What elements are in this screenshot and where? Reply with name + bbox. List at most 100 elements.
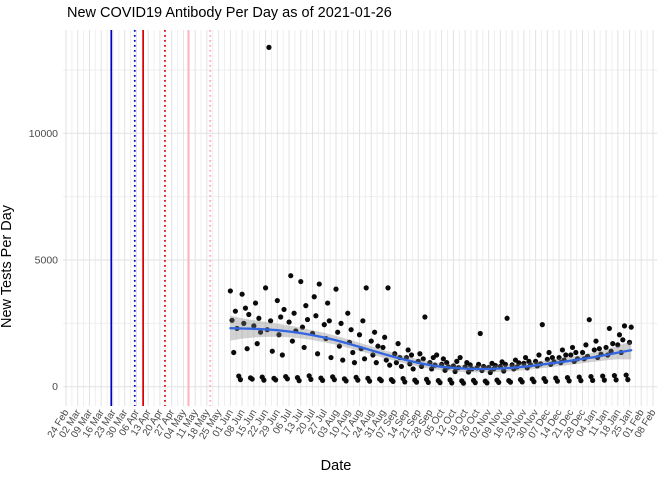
data-point <box>586 317 592 323</box>
data-point <box>311 294 317 300</box>
data-point <box>244 346 250 352</box>
data-point <box>546 349 552 356</box>
data-point <box>437 380 443 386</box>
data-point <box>336 343 342 349</box>
data-point <box>502 361 509 368</box>
data-point <box>296 378 302 384</box>
data-point <box>481 363 487 370</box>
data-point <box>613 377 619 383</box>
data-point <box>355 377 361 383</box>
data-point <box>252 300 259 306</box>
data-point <box>231 349 237 356</box>
data-point <box>254 341 260 347</box>
data-point <box>578 378 584 384</box>
data-point <box>279 352 285 358</box>
data-point <box>410 366 416 372</box>
data-point <box>615 342 621 348</box>
data-point <box>492 362 498 369</box>
data-point <box>554 378 561 384</box>
data-point <box>370 352 376 358</box>
y-tick-labels: 0 5000 10000 <box>29 128 58 393</box>
data-point <box>620 337 626 343</box>
data-point <box>625 377 631 383</box>
data-point <box>385 285 391 291</box>
data-point <box>229 317 235 323</box>
data-point <box>291 310 297 316</box>
data-point <box>507 379 514 385</box>
data-point <box>449 380 455 386</box>
data-point <box>501 368 507 374</box>
data-point <box>484 380 490 386</box>
data-point <box>360 318 366 324</box>
data-point <box>496 379 502 385</box>
smooth-line-group <box>229 327 633 371</box>
data-point <box>326 318 332 324</box>
data-point <box>328 354 334 361</box>
data-point <box>375 343 381 349</box>
data-point <box>408 352 415 358</box>
data-point <box>454 358 460 364</box>
data-point <box>549 354 555 361</box>
data-point <box>417 351 423 357</box>
data-point <box>333 286 339 292</box>
chart-title: New COVID19 Antibody Per Day as of 2021-… <box>67 5 392 21</box>
data-point <box>382 334 388 340</box>
data-point <box>276 332 282 338</box>
data-point <box>288 273 294 279</box>
data-point <box>516 360 522 366</box>
data-point <box>284 376 290 382</box>
data-point <box>366 378 373 384</box>
data-point <box>343 378 349 384</box>
data-point <box>242 305 249 311</box>
data-point <box>380 344 386 351</box>
data-point <box>610 341 616 347</box>
data-point <box>356 332 363 338</box>
y-axis-title: New Tests Per Day <box>0 204 15 328</box>
data-point <box>533 358 539 364</box>
data-point <box>429 366 435 372</box>
data-point <box>348 327 354 333</box>
data-point <box>477 330 483 337</box>
data-point <box>591 347 597 353</box>
data-point <box>569 344 576 351</box>
data-point <box>579 349 586 356</box>
y-tick-label: 0 <box>52 381 58 393</box>
data-point <box>390 378 396 384</box>
data-point <box>286 319 292 325</box>
data-point <box>556 354 562 361</box>
data-point <box>320 377 326 383</box>
data-point <box>608 348 614 354</box>
event-vlines <box>110 30 212 406</box>
data-point <box>387 362 393 368</box>
data-point <box>611 372 618 379</box>
y-tick-label: 10000 <box>29 128 58 140</box>
data-point <box>301 344 307 351</box>
x-axis-title: Date <box>320 458 352 474</box>
data-point <box>392 351 398 357</box>
data-point <box>402 379 408 385</box>
data-point <box>273 377 279 383</box>
y-tick-label: 5000 <box>35 255 59 267</box>
data-point <box>601 377 607 383</box>
data-point <box>583 342 589 348</box>
data-point <box>539 322 545 328</box>
data-point <box>621 323 628 329</box>
data-point <box>340 357 346 363</box>
data-point <box>261 377 267 383</box>
data-point <box>338 320 344 326</box>
data-point <box>278 314 284 320</box>
data-point <box>566 378 572 384</box>
data-point <box>251 323 257 329</box>
data-point <box>257 329 264 335</box>
data-point <box>350 349 356 356</box>
data-point <box>472 380 478 386</box>
data-point <box>256 315 262 321</box>
data-point <box>573 349 579 356</box>
data-point <box>335 329 341 335</box>
data-point <box>246 311 252 318</box>
data-point <box>522 354 529 361</box>
data-point <box>531 379 537 385</box>
data-point <box>444 360 450 366</box>
